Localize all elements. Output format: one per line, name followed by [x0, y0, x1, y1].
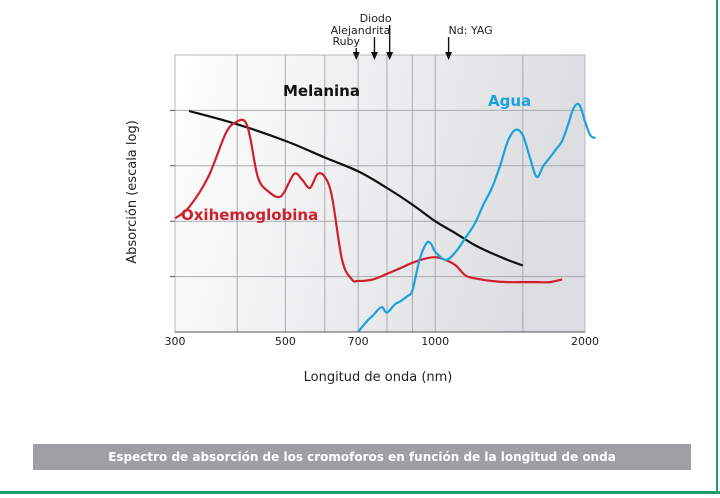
- series-line-0: [188, 109, 524, 267]
- figure-caption: Espectro de absorción de los cromoforos …: [33, 444, 691, 470]
- series-label-1: Oxihemoglobina: [181, 206, 318, 224]
- series-label-2: Agua: [488, 92, 531, 110]
- series-labels: Melanina Oxihemoglobina Agua: [181, 82, 531, 224]
- plot-area: [174, 54, 586, 333]
- x-tick-labels: 300 500 700 1000 2000: [165, 335, 600, 348]
- bottom-border: [0, 491, 720, 494]
- x-tick-label: 500: [275, 335, 296, 348]
- right-border: [716, 0, 718, 494]
- laser-label: Ruby: [332, 35, 360, 48]
- series-label-0: Melanina: [283, 82, 360, 100]
- laser-arrow-head: [445, 52, 453, 60]
- x-axis-label: Longitud de onda (nm): [304, 370, 453, 385]
- x-tick-label: 300: [165, 335, 186, 348]
- laser-arrow-head: [386, 52, 394, 60]
- x-tick-label: 700: [348, 335, 369, 348]
- laser-label: Diodo: [360, 12, 392, 25]
- x-tick-label: 1000: [421, 335, 449, 348]
- laser-arrow-head: [352, 52, 360, 60]
- absorption-chart: Melanina Oxihemoglobina Agua 300 500 700 1000…: [125, 12, 600, 385]
- y-axis-label: Absorción (escala log): [125, 120, 140, 264]
- laser-label: Alejandrita: [331, 24, 391, 37]
- series-line-2: [357, 102, 597, 333]
- series-lines: [174, 102, 597, 333]
- laser-label: Nd: YAG: [449, 24, 493, 37]
- series-line-1: [174, 118, 563, 284]
- laser-arrow-head: [370, 52, 378, 60]
- x-tick-label: 2000: [571, 335, 599, 348]
